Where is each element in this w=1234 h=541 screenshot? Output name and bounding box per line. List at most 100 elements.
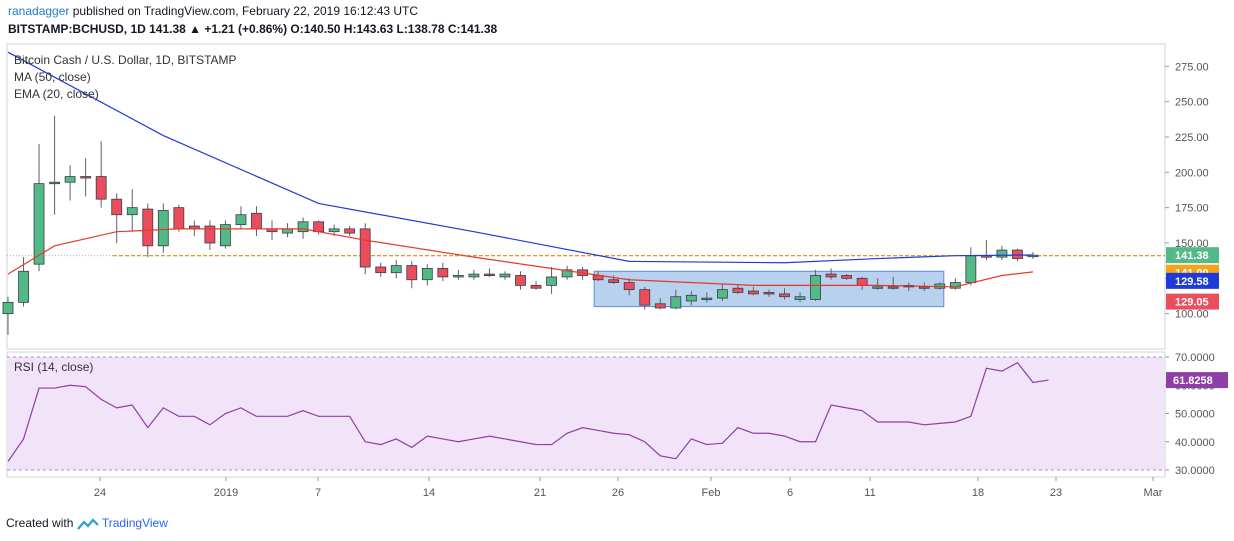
price-axis-label: 275.00 xyxy=(1175,61,1209,73)
candle-body xyxy=(390,265,402,274)
candle xyxy=(468,269,480,280)
candle xyxy=(623,278,635,296)
candle xyxy=(716,283,728,301)
rsi-line xyxy=(7,361,1049,462)
candle-body xyxy=(468,273,480,278)
candle-body xyxy=(608,279,620,283)
candle-body xyxy=(918,286,930,289)
candle xyxy=(173,204,185,232)
candle xyxy=(685,291,697,306)
candle xyxy=(841,274,853,280)
candle xyxy=(235,206,247,229)
candle-body xyxy=(80,176,92,179)
candle xyxy=(359,223,371,275)
candle xyxy=(406,261,418,289)
rsi-value-text: 61.8258 xyxy=(1173,375,1213,387)
time-axis-label: 6 xyxy=(787,487,793,499)
candle-body xyxy=(546,276,557,286)
candle xyxy=(887,276,899,290)
candle xyxy=(204,220,216,251)
candle xyxy=(437,262,449,282)
rsi-axis-label: 70.0000 xyxy=(1175,352,1215,364)
candle xyxy=(297,217,309,239)
time-axis-label: 18 xyxy=(972,487,984,499)
candle-body xyxy=(685,294,697,302)
candle-body xyxy=(639,289,651,306)
candle-body xyxy=(732,287,744,293)
rsi-axis-label: 50.0000 xyxy=(1175,409,1215,421)
candle-body xyxy=(996,249,1008,258)
time-axis-label: 23 xyxy=(1050,487,1062,499)
candle-body xyxy=(810,275,821,300)
candle xyxy=(794,292,806,303)
candle xyxy=(157,203,169,253)
candle xyxy=(80,158,92,197)
candle-body xyxy=(530,284,542,289)
main-pane-frame xyxy=(6,43,1166,350)
candle-body xyxy=(515,275,526,286)
candle xyxy=(779,288,790,300)
time-axis-label: 21 xyxy=(534,487,546,499)
candle-body xyxy=(220,224,231,247)
candle xyxy=(18,257,29,307)
candle-body xyxy=(313,221,325,233)
rsi-value-box xyxy=(1166,372,1228,389)
price-axis-label: 175.00 xyxy=(1175,203,1209,215)
publish-text: published on TradingView.com, February 2… xyxy=(72,4,419,18)
candle-body xyxy=(561,269,573,278)
candle xyxy=(421,264,433,286)
candle xyxy=(561,265,573,280)
candle-body xyxy=(716,289,728,299)
candle xyxy=(872,278,884,290)
price-axis-label: 200.00 xyxy=(1175,167,1209,179)
candle-body xyxy=(282,228,293,234)
candle-body xyxy=(375,266,387,274)
candle xyxy=(220,220,231,249)
rsi-axis-label: 40.0000 xyxy=(1175,437,1215,449)
footer: Created with TradingView xyxy=(6,516,168,531)
time-axis-label: 7 xyxy=(315,487,321,499)
candle-body xyxy=(328,228,340,233)
candle-body xyxy=(499,273,511,278)
candle-body xyxy=(111,198,123,216)
candle xyxy=(654,298,666,310)
price-label-box xyxy=(1166,272,1219,289)
candle-body xyxy=(887,286,899,289)
candle-body xyxy=(654,303,666,309)
candle xyxy=(546,267,557,294)
candle xyxy=(499,271,511,280)
candle xyxy=(2,296,14,335)
rsi-band xyxy=(8,357,1164,470)
candle-body xyxy=(1012,249,1023,259)
price-axis-label: 225.00 xyxy=(1175,132,1209,144)
candle xyxy=(33,144,45,272)
candle-body xyxy=(297,221,309,233)
candle xyxy=(126,189,138,232)
tradingview-brand[interactable]: TradingView xyxy=(101,516,168,530)
rsi-legend: RSI (14, close) xyxy=(14,360,94,374)
candle xyxy=(763,289,775,297)
time-axis-label: 14 xyxy=(423,487,435,499)
candle-body xyxy=(142,208,154,247)
author-link[interactable]: ranadagger xyxy=(8,4,70,18)
candle-body xyxy=(670,296,682,309)
price-axis-label: 250.00 xyxy=(1175,97,1209,109)
ma50-line xyxy=(7,51,1033,264)
candle xyxy=(452,269,464,280)
candle-body xyxy=(235,214,247,226)
candle xyxy=(64,165,76,201)
time-axis-label: 11 xyxy=(864,487,875,499)
candle-body xyxy=(623,282,635,291)
tradingview-logo-icon xyxy=(76,518,99,530)
candle xyxy=(639,286,651,310)
candle-body xyxy=(779,293,790,298)
candle-body xyxy=(437,268,449,278)
candle-body xyxy=(251,212,262,230)
ema-legend: EMA (20, close) xyxy=(14,87,99,101)
candle-body xyxy=(157,210,169,247)
time-axis-label: 24 xyxy=(94,487,106,499)
ema20-line xyxy=(7,228,1034,288)
candle-body xyxy=(794,296,806,300)
candle xyxy=(701,292,713,303)
